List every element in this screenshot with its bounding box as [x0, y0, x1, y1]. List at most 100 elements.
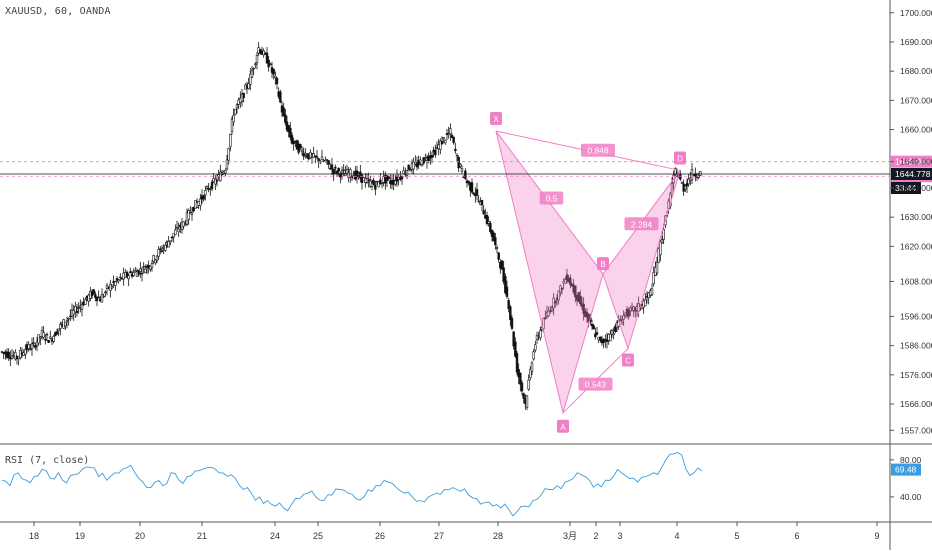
candle[interactable]: [534, 340, 537, 353]
candle[interactable]: [549, 306, 552, 314]
candle[interactable]: [530, 360, 534, 376]
candle[interactable]: [620, 315, 624, 325]
rsi-label[interactable]: RSI (7, close): [5, 455, 90, 466]
candle[interactable]: [95, 296, 99, 307]
candle[interactable]: [55, 328, 59, 335]
candle[interactable]: [232, 108, 235, 126]
candle[interactable]: [515, 350, 519, 376]
candle[interactable]: [522, 392, 525, 404]
candle[interactable]: [550, 305, 554, 313]
candle[interactable]: [114, 280, 117, 291]
candle[interactable]: [454, 142, 457, 154]
candle[interactable]: [444, 139, 447, 145]
candle[interactable]: [7, 348, 10, 361]
candle[interactable]: [249, 68, 252, 91]
candle[interactable]: [199, 193, 202, 211]
candle[interactable]: [619, 315, 622, 322]
candle[interactable]: [159, 246, 162, 255]
candle[interactable]: [492, 230, 495, 242]
candle[interactable]: [119, 273, 122, 282]
candle[interactable]: [77, 302, 80, 314]
candle[interactable]: [190, 207, 194, 221]
candle[interactable]: [300, 146, 304, 156]
candle[interactable]: [614, 323, 617, 334]
candle[interactable]: [169, 240, 172, 246]
candle[interactable]: [132, 268, 135, 278]
candle[interactable]: [472, 191, 475, 196]
candle[interactable]: [412, 157, 415, 175]
candle[interactable]: [420, 163, 424, 167]
candle[interactable]: [457, 155, 460, 172]
candle[interactable]: [64, 322, 67, 330]
candle[interactable]: [234, 108, 237, 116]
candle[interactable]: [560, 287, 564, 295]
candle[interactable]: [449, 123, 452, 141]
candle[interactable]: [622, 310, 625, 326]
candle[interactable]: [539, 326, 542, 341]
candle[interactable]: [154, 258, 157, 266]
candle[interactable]: [152, 254, 155, 264]
rsi-value-tag[interactable]: 69.48: [891, 463, 921, 476]
candle[interactable]: [252, 67, 255, 76]
candle[interactable]: [339, 171, 342, 184]
candle[interactable]: [482, 204, 485, 215]
pattern-ratio-badge[interactable]: 2.284: [624, 217, 659, 231]
candle[interactable]: [75, 304, 79, 317]
candle[interactable]: [127, 273, 130, 287]
candle[interactable]: [340, 166, 344, 180]
candle[interactable]: [219, 164, 222, 182]
candle[interactable]: [442, 137, 445, 144]
candle[interactable]: [92, 289, 95, 295]
candle[interactable]: [265, 46, 269, 64]
candle[interactable]: [557, 290, 560, 305]
candle[interactable]: [290, 132, 294, 145]
candle[interactable]: [494, 233, 497, 250]
candle[interactable]: [527, 374, 530, 391]
candle[interactable]: [160, 245, 164, 253]
candle[interactable]: [679, 169, 682, 181]
candle[interactable]: [74, 301, 77, 319]
candle[interactable]: [684, 184, 687, 193]
candle[interactable]: [315, 149, 319, 160]
candle[interactable]: [30, 337, 34, 356]
candle[interactable]: [532, 349, 535, 361]
candle[interactable]: [452, 136, 455, 145]
symbol-label[interactable]: XAUUSD, 60, OANDA: [5, 6, 111, 17]
candle[interactable]: [467, 180, 470, 186]
candle[interactable]: [554, 300, 557, 308]
candle[interactable]: [510, 315, 514, 331]
candle[interactable]: [500, 260, 504, 270]
candle[interactable]: [100, 288, 104, 303]
candle[interactable]: [504, 273, 507, 296]
candle[interactable]: [450, 133, 454, 139]
candle[interactable]: [125, 270, 129, 279]
candle[interactable]: [592, 323, 595, 330]
candle[interactable]: [569, 274, 572, 289]
candle[interactable]: [235, 103, 239, 114]
candle[interactable]: [394, 175, 397, 187]
candle[interactable]: [254, 62, 257, 69]
candle[interactable]: [497, 252, 500, 263]
countdown-tag[interactable]: 33:44: [891, 182, 921, 195]
candle[interactable]: [250, 65, 254, 78]
candle[interactable]: [505, 280, 509, 299]
candle[interactable]: [475, 182, 479, 201]
candle[interactable]: [477, 195, 480, 203]
candle[interactable]: [284, 108, 287, 126]
candle[interactable]: [144, 264, 147, 274]
candle[interactable]: [229, 133, 232, 152]
candle[interactable]: [297, 140, 300, 155]
candle[interactable]: [104, 290, 107, 297]
candle[interactable]: [374, 180, 377, 196]
candle[interactable]: [659, 239, 662, 262]
candle[interactable]: [19, 347, 22, 360]
candle[interactable]: [377, 181, 380, 188]
pattern-ratio-badge[interactable]: 0.848: [581, 143, 615, 157]
candle[interactable]: [417, 155, 420, 170]
candle[interactable]: [565, 268, 569, 284]
rsi-line[interactable]: [1, 452, 703, 517]
candle[interactable]: [502, 261, 505, 285]
candle[interactable]: [44, 334, 47, 345]
candle[interactable]: [137, 269, 140, 277]
